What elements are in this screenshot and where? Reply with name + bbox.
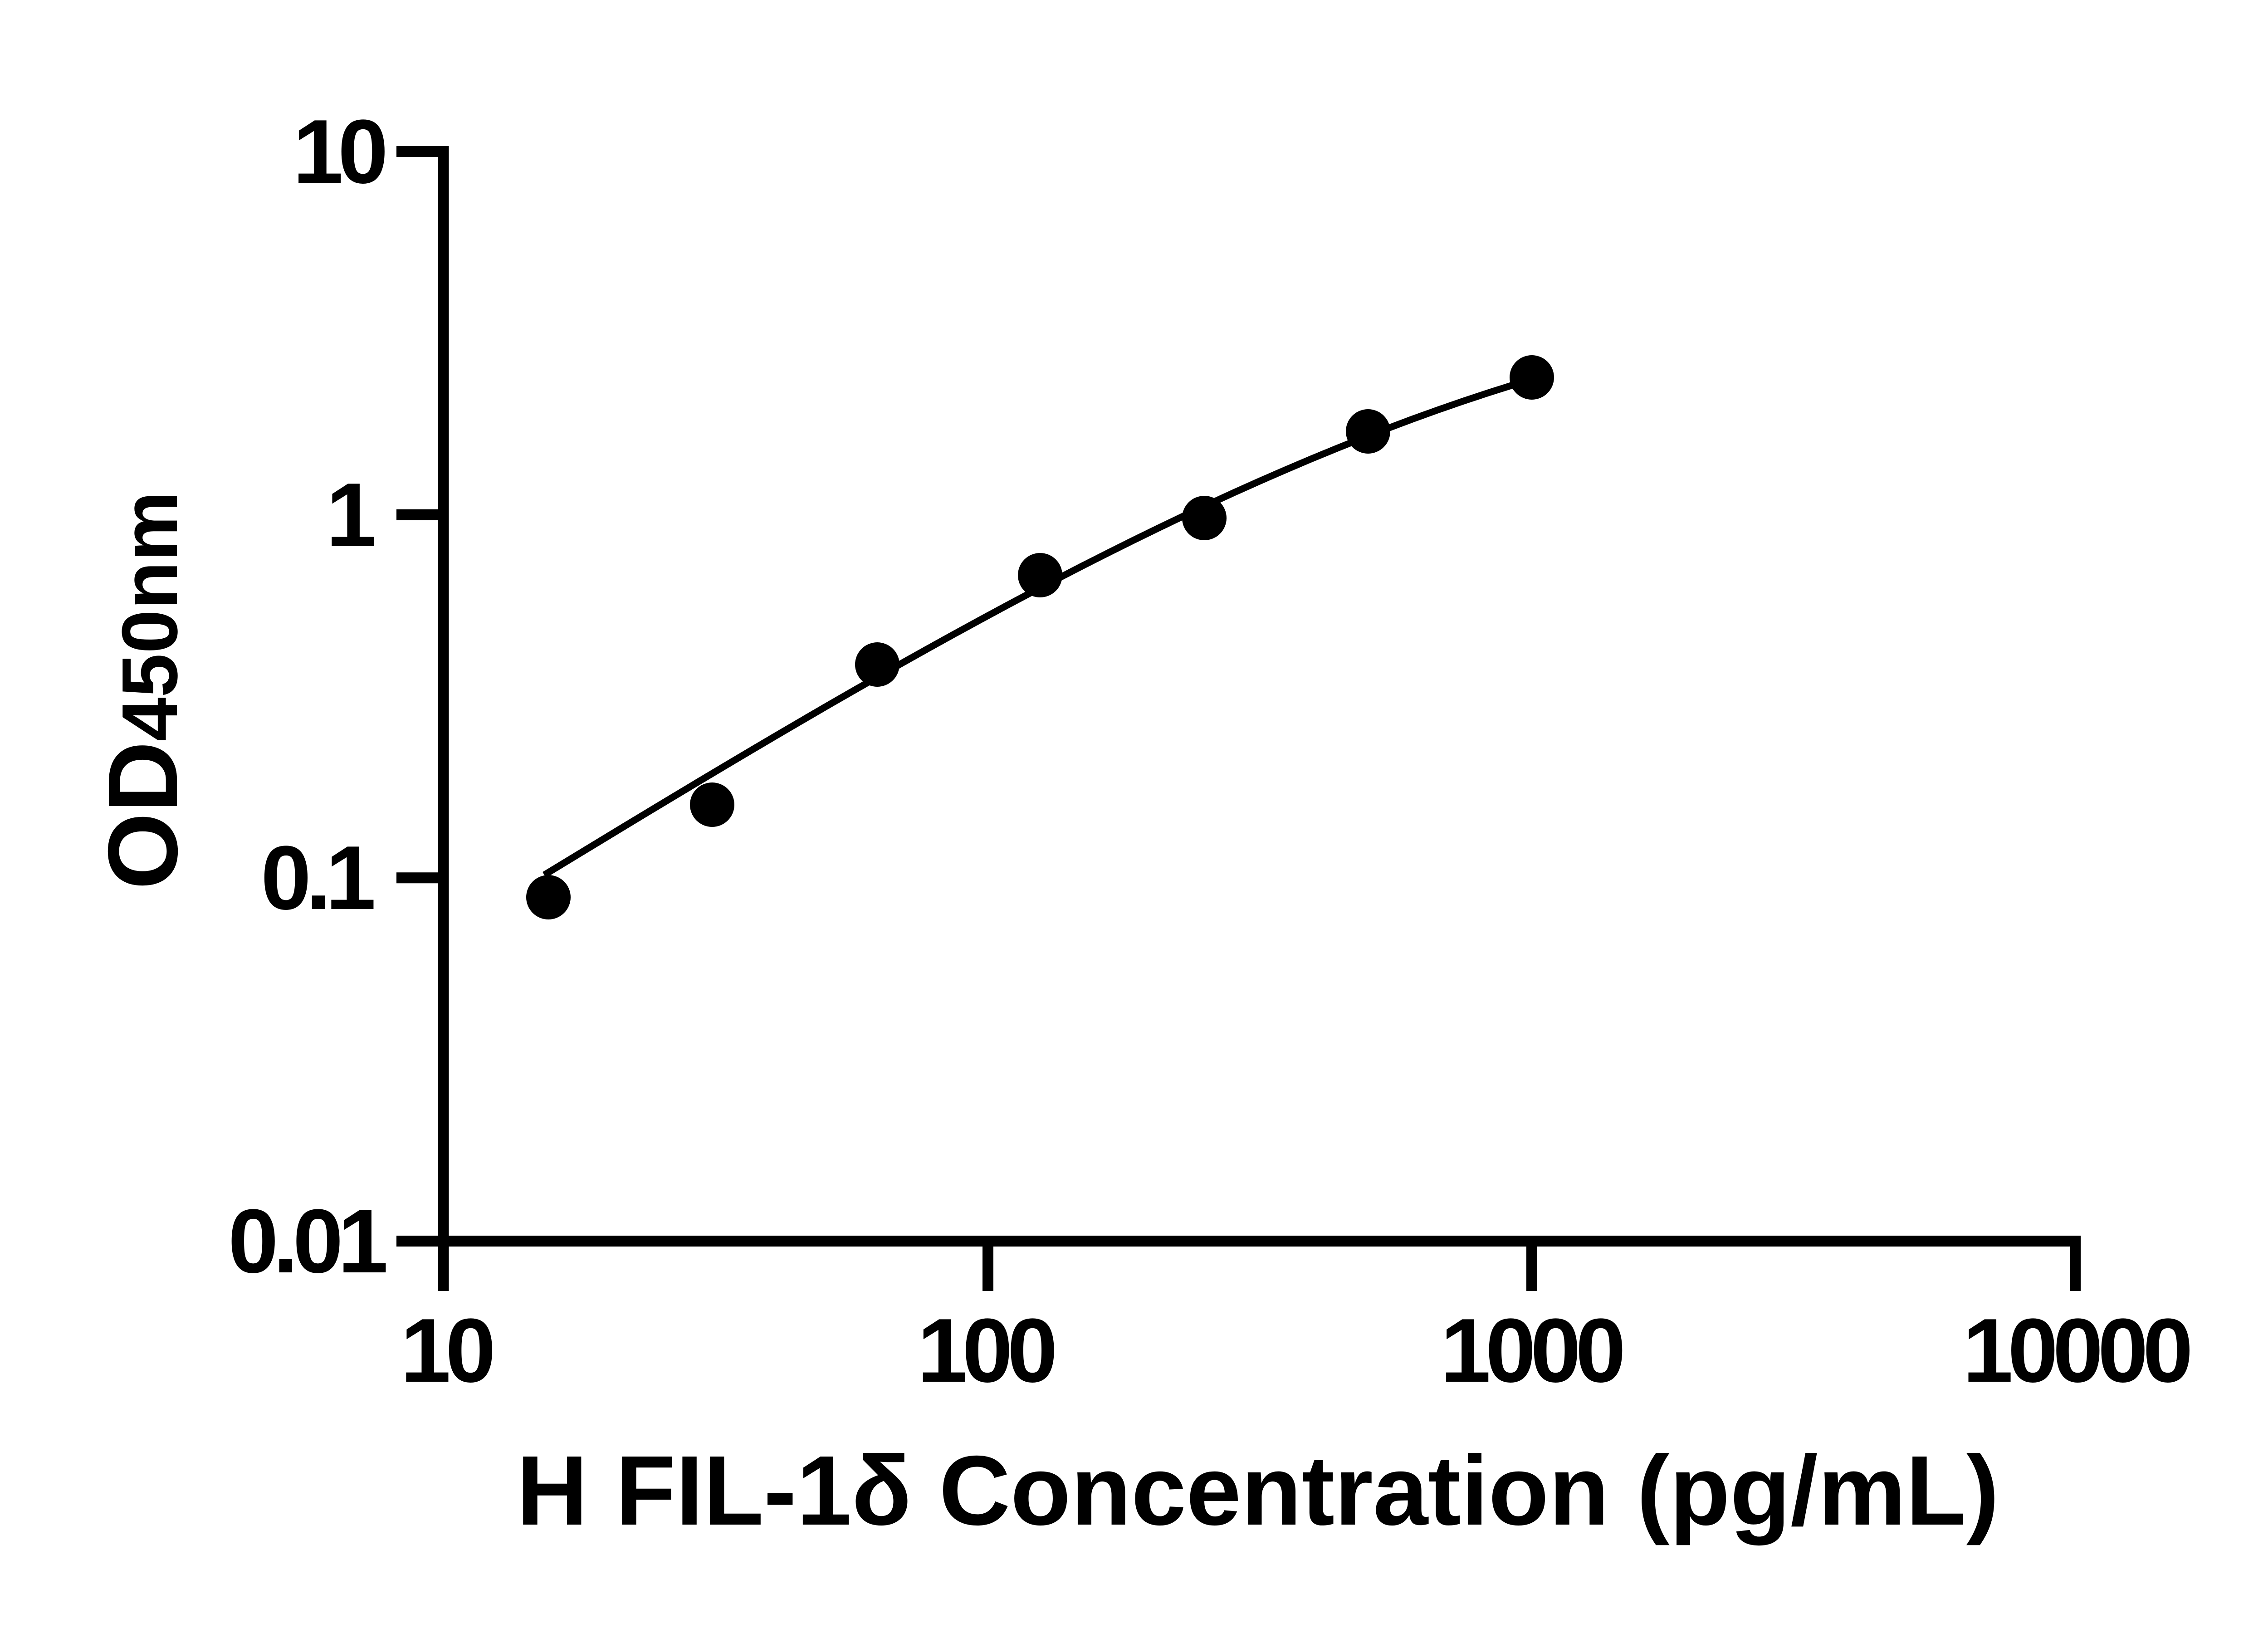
svg-text:10: 10 xyxy=(293,101,385,202)
svg-text:10000: 10000 xyxy=(1963,1300,2190,1401)
svg-text:OD450nm: OD450nm xyxy=(88,491,198,890)
svg-text:1000: 1000 xyxy=(1441,1300,1623,1401)
svg-text:10: 10 xyxy=(401,1300,493,1401)
svg-text:H FIL-1δ Concentration (pg/mL): H FIL-1δ Concentration (pg/mL) xyxy=(517,1436,1999,1546)
svg-text:0.1: 0.1 xyxy=(261,827,374,929)
svg-text:0.01: 0.01 xyxy=(228,1191,386,1292)
svg-text:100: 100 xyxy=(917,1300,1054,1401)
svg-text:1: 1 xyxy=(326,464,374,566)
